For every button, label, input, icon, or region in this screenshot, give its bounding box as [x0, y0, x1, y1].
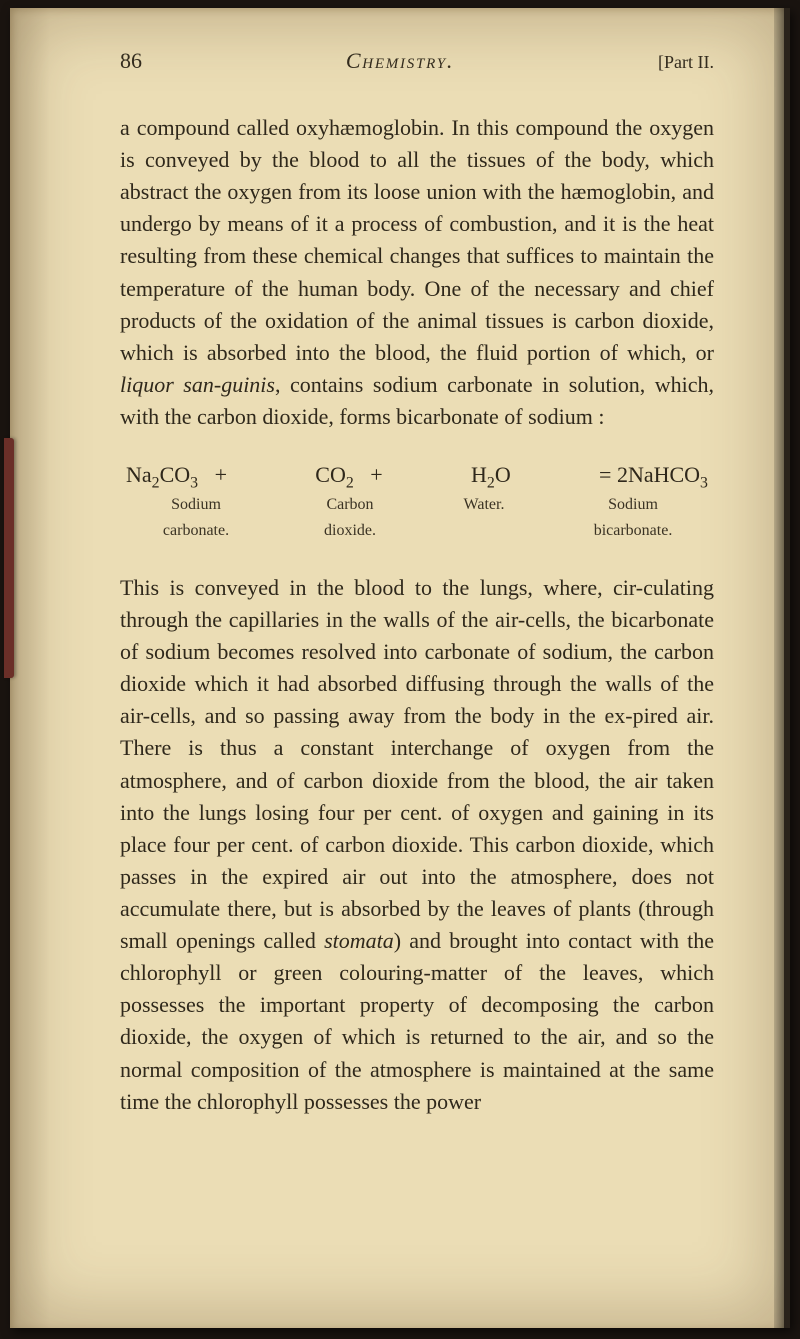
eq-plus-1: +	[215, 462, 227, 487]
label-dioxide: dioxide.	[290, 519, 410, 542]
eq-term-sodium-carbonate: Na2CO3 +	[126, 459, 227, 491]
p1-italic-term: liquor san-guinis	[120, 372, 275, 397]
label-water: Water.	[434, 493, 534, 516]
equation-labels-line2: carbonate. dioxide. bicarbonate.	[120, 519, 714, 542]
label-carbon: Carbon	[290, 493, 410, 516]
label-sodium2: Sodium	[558, 493, 708, 516]
eq-co: CO	[160, 462, 191, 487]
equation-main-line: Na2CO3 + CO2 + H2O = 2NaHCO3	[120, 459, 714, 491]
eq-na: Na	[126, 462, 152, 487]
eq-h: H	[471, 462, 487, 487]
label-water-blank	[434, 519, 534, 542]
eq-sub-2: 2	[152, 474, 160, 491]
label-carbonate: carbonate.	[126, 519, 266, 542]
eq-result-sub: 3	[700, 474, 708, 491]
running-head: Chemistry.	[346, 48, 454, 74]
eq-co2-sub: 2	[346, 474, 354, 491]
eq-h2: 2	[487, 474, 495, 491]
paragraph-2: This is conveyed in the blood to the lun…	[120, 572, 714, 1118]
p2-main: This is conveyed in the blood to the lun…	[120, 575, 714, 953]
page-header: 86 Chemistry. [Part II.	[120, 48, 714, 74]
p2-italic-term: stomata	[324, 928, 394, 953]
p1-main: a compound called oxyhæmoglobin. In this…	[120, 115, 714, 365]
body-text: a compound called oxyhæmoglobin. In this…	[120, 112, 714, 1118]
binding-tab	[4, 438, 14, 678]
eq-term-water: H2O	[471, 459, 511, 491]
eq-plus-2: +	[370, 462, 382, 487]
label-bicarbonate: bicarbonate.	[558, 519, 708, 542]
eq-term-carbon-dioxide: CO2 +	[315, 459, 382, 491]
page-number: 86	[120, 48, 142, 74]
eq-co2: CO	[315, 462, 346, 487]
equation-labels-line1: Sodium Carbon Water. Sodium	[120, 493, 714, 516]
paragraph-1: a compound called oxyhæmoglobin. In this…	[120, 112, 714, 433]
label-sodium: Sodium	[126, 493, 266, 516]
page: 86 Chemistry. [Part II. a compound calle…	[10, 8, 790, 1328]
eq-o: O	[495, 462, 511, 487]
eq-sub-3: 3	[190, 474, 198, 491]
part-label: [Part II.	[658, 52, 714, 73]
eq-result: = 2NaHCO	[599, 462, 700, 487]
p2-tail: ) and brought into contact with the chlo…	[120, 928, 714, 1114]
eq-term-result: = 2NaHCO3	[599, 459, 708, 491]
chemical-equation: Na2CO3 + CO2 + H2O = 2NaHCO3 Sodium Carb…	[120, 459, 714, 542]
